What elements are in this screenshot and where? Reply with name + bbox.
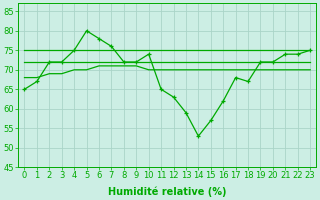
X-axis label: Humidité relative (%): Humidité relative (%): [108, 186, 227, 197]
